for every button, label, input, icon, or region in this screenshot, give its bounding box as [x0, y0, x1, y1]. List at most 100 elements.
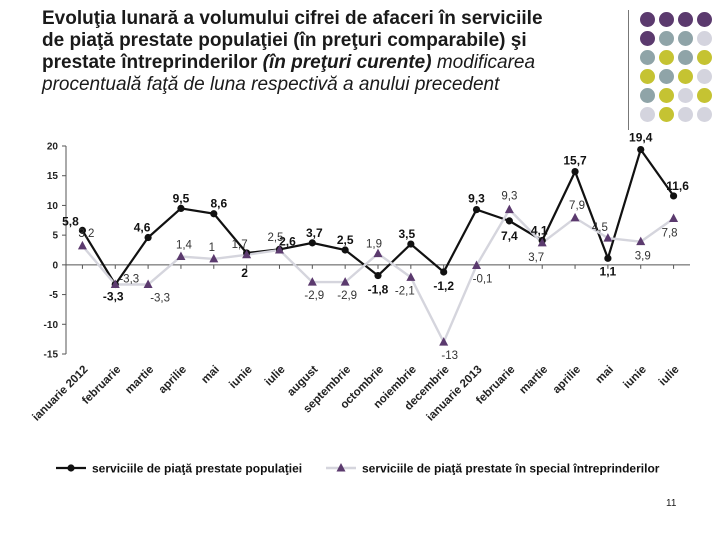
- series-populatie-point: [440, 268, 448, 276]
- series-populatie-point: [472, 205, 481, 214]
- series-populatie-point: [144, 233, 152, 242]
- decor-dot: [678, 88, 693, 103]
- title-line-2: de piaţă prestate populaţiei (în preţuri…: [42, 30, 527, 51]
- data-label-populatie: 11,6: [666, 179, 689, 193]
- decor-dot: [678, 50, 693, 65]
- data-label-intreprinderi: 1: [209, 242, 215, 254]
- data-label-populatie: 3,7: [306, 226, 323, 240]
- data-label-intreprinderi: -3,3: [150, 292, 170, 304]
- data-label-intreprinderi: 2,5: [267, 232, 283, 244]
- data-label-intreprinderi: -2,1: [395, 285, 415, 297]
- legend-label-populatie: serviciile de piaţă prestate populaţiei: [92, 462, 302, 476]
- series-intreprinderi-point: [242, 249, 252, 259]
- decor-dot: [659, 31, 674, 46]
- series-intreprinderi-point: [110, 279, 120, 288]
- data-label-intreprinderi: -0,1: [473, 273, 493, 285]
- decor-dot: [659, 50, 674, 65]
- slide-title: Evoluţia lunară a volumului cifrei de af…: [42, 8, 602, 96]
- data-label-populatie: 2: [241, 266, 248, 280]
- data-label-intreprinderi: -3,3: [119, 273, 139, 285]
- page-number: 11: [666, 498, 677, 509]
- data-label-populatie: 2,6: [279, 234, 296, 248]
- series-intreprinderi-point: [669, 213, 679, 223]
- data-label-populatie: 15,7: [563, 154, 587, 168]
- series-populatie-point: [341, 246, 349, 254]
- data-label-intreprinderi: -2,9: [304, 290, 324, 302]
- data-label-intreprinderi: 9,3: [501, 191, 517, 203]
- series-intreprinderi-point: [504, 204, 514, 214]
- series-populatie-point: [407, 240, 415, 248]
- title-line-3b: (în preţuri curente): [262, 52, 432, 73]
- decor-dot: [697, 88, 712, 103]
- x-tick-label: mai: [199, 364, 222, 387]
- decor-dot: [640, 50, 655, 65]
- decor-dot: [678, 12, 693, 27]
- series-intreprinderi-point: [472, 260, 482, 269]
- series-intreprinderi-point: [406, 272, 416, 281]
- title-line-3: prestate întreprinderilor (în preţuri cu…: [42, 52, 602, 74]
- decor-dot: [659, 88, 674, 103]
- series-populatie-point: [177, 204, 185, 212]
- x-tick-label: martie: [517, 364, 550, 397]
- data-label-intreprinderi: 7,8: [662, 228, 678, 240]
- data-label-intreprinderi: 1,7: [232, 239, 248, 251]
- data-label-populatie: -1,8: [368, 283, 389, 297]
- series-intreprinderi-point: [209, 253, 219, 263]
- x-tick-label: iulie: [263, 364, 288, 389]
- series-intreprinderi-point: [439, 337, 449, 346]
- data-label-intreprinderi: 7,9: [569, 200, 585, 212]
- series-intreprinderi-point: [143, 279, 153, 288]
- decor-dot: [697, 12, 712, 27]
- y-tick-label: -5: [49, 290, 58, 301]
- data-label-intreprinderi: 3,2: [78, 228, 94, 240]
- series-intreprinderi-point: [373, 248, 383, 258]
- series-populatie-point: [505, 217, 513, 225]
- series-intreprinderi-point: [636, 236, 646, 246]
- legend-marker-populatie: [67, 464, 75, 472]
- data-label-populatie: 1,1: [600, 264, 617, 278]
- x-tick-label: martie: [123, 364, 156, 397]
- title-line-3a: prestate întreprinderilor: [42, 52, 263, 73]
- y-tick-label: 0: [52, 260, 58, 271]
- x-tick-label: ianuarie 2012: [31, 364, 91, 424]
- legend-label-intreprinderi: serviciile de piaţă prestate în special …: [362, 462, 660, 476]
- data-label-intreprinderi: -13: [441, 350, 458, 362]
- series-populatie-point: [669, 192, 678, 200]
- x-tick-label: iunie: [621, 364, 648, 391]
- decor-dot: [678, 69, 693, 84]
- data-label-populatie: 3,5: [398, 227, 415, 241]
- data-label-populatie: 5,8: [62, 214, 79, 228]
- data-label-intreprinderi: 3,7: [528, 252, 544, 264]
- decor-dot: [659, 12, 674, 27]
- y-tick-label: 20: [47, 142, 59, 153]
- data-label-intreprinderi: 1,9: [366, 239, 382, 251]
- series-populatie-point: [210, 210, 218, 218]
- series-intreprinderi-point: [77, 240, 87, 250]
- data-label-intreprinderi: 4,5: [592, 222, 608, 234]
- x-tick-label: iunie: [227, 364, 254, 391]
- decor-dot: [678, 107, 693, 122]
- title-line-4: procentuală faţă de luna respectivă a an…: [42, 74, 500, 95]
- decor-dot: [697, 69, 712, 84]
- decor-dot: [640, 12, 655, 27]
- decor-dot: [697, 107, 712, 122]
- series-intreprinderi-point: [176, 251, 186, 261]
- data-label-populatie: 2,5: [337, 233, 354, 247]
- data-label-intreprinderi: -2,9: [337, 290, 357, 302]
- data-label-intreprinderi: 3,9: [635, 251, 651, 263]
- series-populatie-point: [604, 254, 612, 262]
- data-label-populatie: 7,4: [501, 229, 518, 243]
- y-tick-label: 10: [47, 201, 59, 212]
- series-intreprinderi-point: [307, 277, 317, 286]
- data-label-populatie: 8,6: [210, 197, 227, 211]
- data-label-populatie: -1,2: [433, 279, 454, 293]
- decor-dot: [640, 88, 655, 103]
- series-intreprinderi-point: [340, 277, 350, 286]
- decor-dot: [640, 31, 655, 46]
- x-tick-label: aprilie: [551, 364, 583, 396]
- decor-dot: [640, 69, 655, 84]
- series-intreprinderi-point: [274, 245, 284, 254]
- legend-marker-intreprinderi: [336, 463, 346, 472]
- y-tick-label: 5: [52, 231, 58, 242]
